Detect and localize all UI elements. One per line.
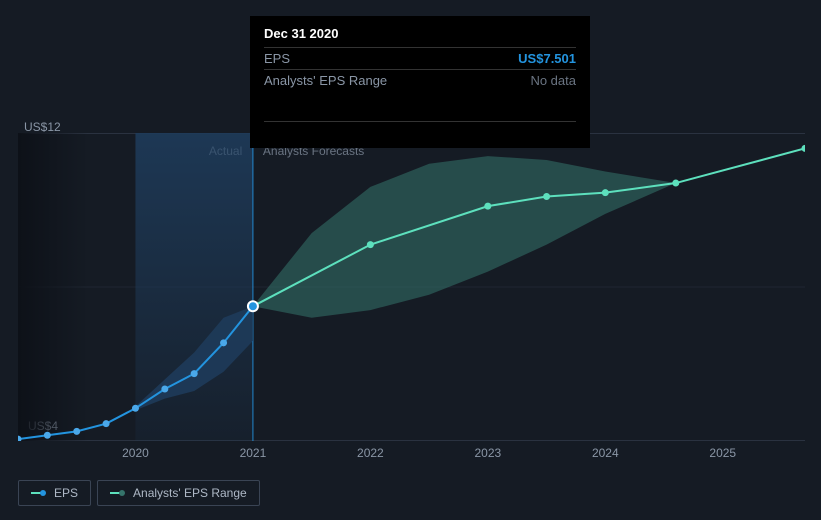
y-axis-label-top: US$12 [24,120,61,134]
legend-label: Analysts' EPS Range [133,486,247,500]
tooltip-label: Analysts' EPS Range [264,73,387,88]
legend-label: EPS [54,486,78,500]
tooltip-divider [264,121,576,122]
x-tick-label: 2025 [709,446,736,460]
chart-tooltip: Dec 31 2020 EPS US$7.501 Analysts' EPS R… [250,16,590,148]
chart-legend: EPS Analysts' EPS Range [18,480,260,506]
legend-swatch-icon [110,490,125,496]
chart-plot[interactable] [18,133,805,441]
tooltip-date: Dec 31 2020 [264,26,576,47]
x-tick-label: 2023 [474,446,501,460]
legend-swatch-icon [31,490,46,496]
tooltip-value: US$7.501 [518,51,576,66]
tooltip-row-range: Analysts' EPS Range No data [264,69,576,91]
legend-item-range[interactable]: Analysts' EPS Range [97,480,260,506]
x-tick-label: 2020 [122,446,149,460]
x-tick-label: 2024 [592,446,619,460]
eps-chart-container: Dec 31 2020 EPS US$7.501 Analysts' EPS R… [0,0,821,520]
tooltip-row-eps: EPS US$7.501 [264,47,576,69]
legend-item-eps[interactable]: EPS [18,480,91,506]
x-tick-label: 2022 [357,446,384,460]
tooltip-label: EPS [264,51,290,66]
x-tick-label: 2021 [240,446,267,460]
tooltip-value: No data [530,73,576,88]
